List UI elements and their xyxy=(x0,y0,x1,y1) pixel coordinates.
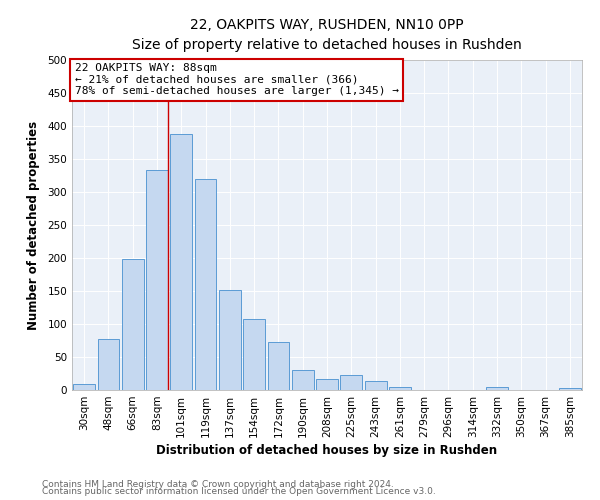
Title: 22, OAKPITS WAY, RUSHDEN, NN10 0PP
Size of property relative to detached houses : 22, OAKPITS WAY, RUSHDEN, NN10 0PP Size … xyxy=(132,18,522,52)
Bar xyxy=(340,376,362,390)
Bar xyxy=(73,384,95,390)
Text: 22 OAKPITS WAY: 88sqm
← 21% of detached houses are smaller (366)
78% of semi-det: 22 OAKPITS WAY: 88sqm ← 21% of detached … xyxy=(74,64,398,96)
Bar xyxy=(194,179,217,390)
Bar xyxy=(292,370,314,390)
Bar xyxy=(243,318,265,390)
Bar xyxy=(122,260,143,390)
X-axis label: Distribution of detached houses by size in Rushden: Distribution of detached houses by size … xyxy=(157,444,497,457)
Text: Contains HM Land Registry data © Crown copyright and database right 2024.: Contains HM Land Registry data © Crown c… xyxy=(42,480,394,489)
Y-axis label: Number of detached properties: Number of detached properties xyxy=(28,120,40,330)
Bar xyxy=(365,381,386,390)
Bar xyxy=(268,342,289,390)
Text: Contains public sector information licensed under the Open Government Licence v3: Contains public sector information licen… xyxy=(42,487,436,496)
Bar xyxy=(316,379,338,390)
Bar xyxy=(219,290,241,390)
Bar xyxy=(146,170,168,390)
Bar xyxy=(170,134,192,390)
Bar xyxy=(559,388,581,390)
Bar xyxy=(486,388,508,390)
Bar xyxy=(389,386,411,390)
Bar xyxy=(97,338,119,390)
